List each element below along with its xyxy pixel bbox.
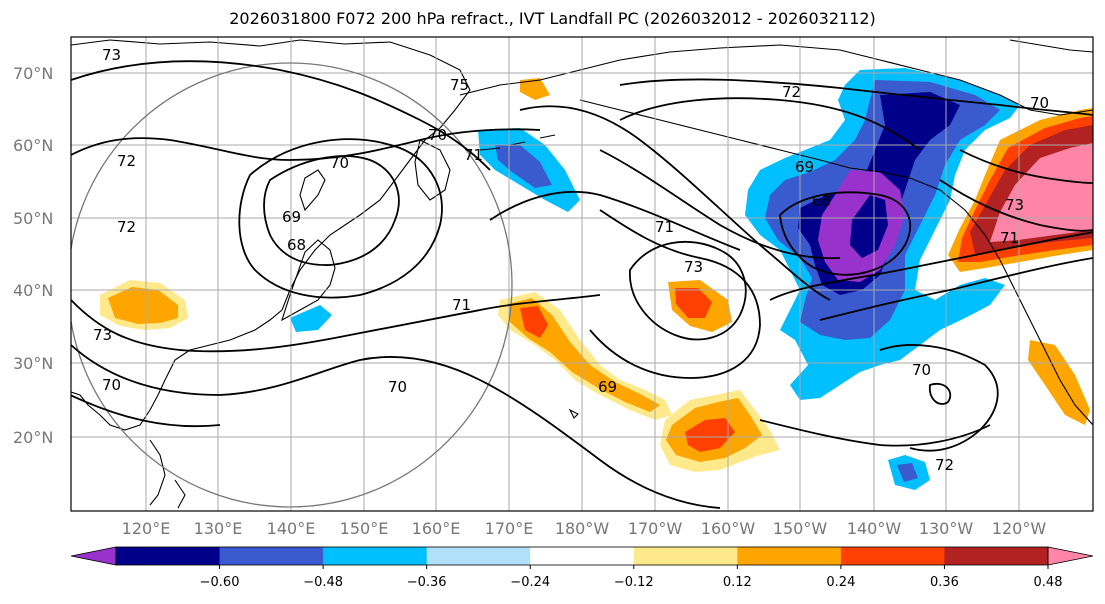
contour-label: 70 [1030, 94, 1049, 112]
contour-label: 71 [452, 296, 471, 314]
lon-label: 150°W [773, 519, 828, 538]
colorbar-extend-high [1047, 546, 1094, 566]
contour-label: 72 [117, 152, 136, 170]
contour-label: 72 [935, 456, 954, 474]
colorbar-extend-low [70, 546, 117, 566]
lon-label: 120°W [992, 519, 1047, 538]
colorbar-tick-label: 0.12 [723, 575, 752, 590]
contour-label: 69 [598, 378, 617, 396]
lat-label: 20°N [13, 428, 53, 447]
refractivity-contours [71, 60, 1093, 509]
contour-label: 72 [782, 83, 801, 101]
colorbar-tick-label: −0.36 [407, 575, 447, 590]
colorbar-tick-label: −0.12 [614, 575, 654, 590]
contour-label: 71 [464, 146, 483, 164]
contour-label: 73 [1005, 196, 1024, 214]
lon-label: 140°W [847, 519, 902, 538]
contour-label: 71 [655, 218, 674, 236]
map-border [70, 36, 1094, 512]
colorbar-cell [323, 547, 428, 565]
contour-label: 72 [117, 218, 136, 236]
colorbar-tick-label: −0.48 [303, 575, 343, 590]
lat-label: 60°N [13, 136, 53, 155]
colorbar-cell [840, 547, 945, 565]
colorbar-tick-label: −0.60 [200, 575, 240, 590]
colorbar-cell [633, 547, 738, 565]
colorbar-tick-label: 0.36 [930, 575, 959, 590]
lon-label: 150°E [340, 519, 389, 538]
lon-label: 160°W [701, 519, 756, 538]
lon-label: 180°W [555, 519, 610, 538]
lon-label: 160°E [412, 519, 461, 538]
latitude-labels: 70°N 60°N 50°N 40°N 30°N 20°N [13, 64, 53, 447]
lon-label: 170°E [485, 519, 534, 538]
contour-label: 73 [93, 326, 112, 344]
lon-label: 120°E [122, 519, 171, 538]
contour-label: 70 [428, 126, 447, 144]
colorbar-cell [116, 547, 221, 565]
contour-label: 69 [282, 208, 301, 226]
contour-label: 70 [912, 361, 931, 379]
contour-label: 75 [450, 76, 469, 94]
lon-label: 170°W [628, 519, 683, 538]
ivt-shading [100, 68, 1093, 490]
colorbar-cell [737, 547, 842, 565]
colorbar-outline [115, 546, 1049, 566]
colorbar-cell [530, 547, 635, 565]
coastlines [71, 39, 1093, 509]
longitude-labels: 120°E 130°E 140°E 150°E 160°E 170°E 180°… [122, 519, 1047, 538]
contour-label: 73 [102, 46, 121, 64]
lon-label: 140°E [267, 519, 316, 538]
contour-label: 68 [812, 192, 831, 210]
range-circle [71, 62, 513, 508]
colorbar-tick-label: −0.24 [510, 575, 550, 590]
colorbar-tick-label: 0.24 [826, 575, 855, 590]
colorbar-cell [426, 547, 531, 565]
lat-label: 40°N [13, 281, 53, 300]
map-title: 2026031800 F072 200 hPa refract., IVT La… [229, 9, 876, 28]
lon-label: 130°E [194, 519, 243, 538]
lon-label: 130°W [919, 519, 974, 538]
contour-label: 68 [287, 236, 306, 254]
contour-label-group: 73 72 70 69 68 71 73 70 71 69 73 72 69 6… [93, 46, 1049, 474]
colorbar-cells [70, 546, 1094, 566]
colorbar-ticks: −0.60 −0.48 −0.36 −0.24 −0.12 0.12 0.24 0.36 0.4… [200, 565, 1063, 590]
colorbar-cell [944, 547, 1049, 565]
lat-label: 30°N [13, 354, 53, 373]
contour-label: 70 [388, 378, 407, 396]
contour-label: 70 [330, 154, 349, 172]
colorbar-cell [219, 547, 324, 565]
contour-label: 70 [102, 376, 121, 394]
lat-label: 70°N [13, 64, 53, 83]
lat-label: 50°N [13, 209, 53, 228]
contour-label: 71 [1000, 229, 1019, 247]
colorbar: −0.60 −0.48 −0.36 −0.24 −0.12 0.12 0.24 0.36 0.4… [70, 546, 1094, 590]
contour-label: 69 [795, 158, 814, 176]
contour-label: 73 [684, 258, 703, 276]
colorbar-tick-label: 0.48 [1034, 575, 1063, 590]
